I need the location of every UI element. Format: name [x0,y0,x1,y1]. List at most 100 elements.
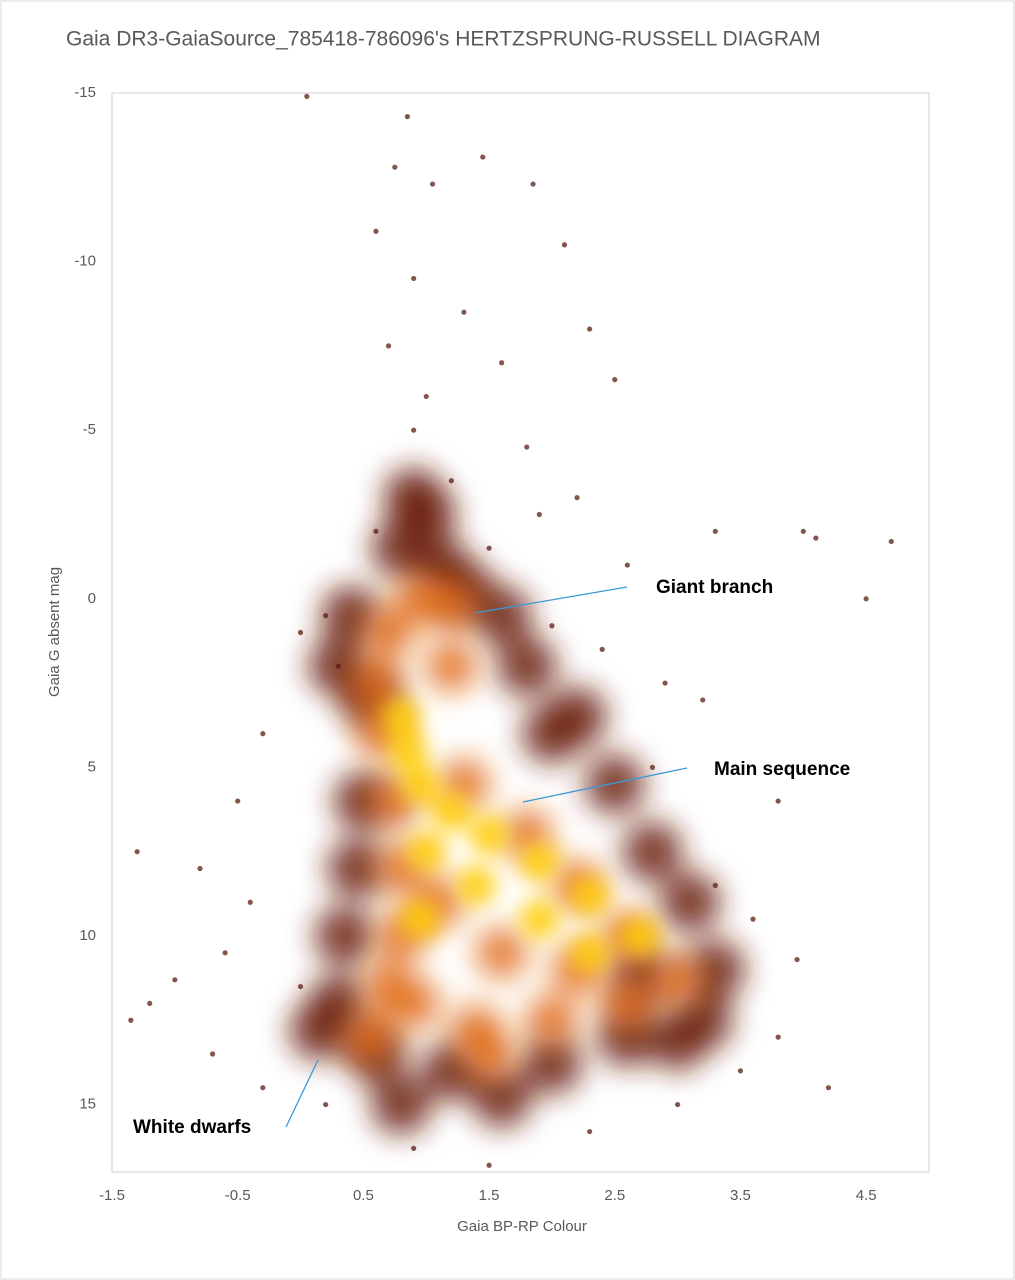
point [569,875,610,916]
point [825,1085,832,1091]
point [429,181,436,187]
point [172,977,178,983]
point [373,228,379,234]
point [750,916,756,922]
x-tick-label: 2.5 [604,1187,625,1204]
point [521,1034,582,1095]
x-tick-label: 4.5 [856,1187,877,1204]
y-tick-label: 15 [79,1096,96,1113]
point [561,242,568,248]
point [584,754,645,815]
point [813,535,819,541]
point [399,764,440,805]
point [471,1067,532,1128]
chart-title: Gaia DR3-GaiaSource_785418-786096's HERT… [66,28,820,51]
point [431,791,472,832]
point [128,1017,134,1023]
point [712,882,718,888]
point [425,579,478,632]
point [486,1162,492,1168]
point [222,950,228,956]
point [396,484,457,545]
annotation-pointer [474,586,628,614]
point [599,646,605,652]
point [335,663,341,669]
point [480,154,486,160]
point [700,697,706,703]
point [463,1027,516,1080]
point [289,1000,350,1061]
point [601,977,654,1030]
point [712,528,718,534]
point [499,360,505,366]
annotation-pointer [285,1059,319,1128]
point [423,393,429,400]
point [519,899,560,940]
point [587,1128,593,1135]
y-tick-label: 10 [79,927,96,944]
y-tick-label: 5 [88,758,96,775]
y-tick-label: 0 [88,590,96,607]
point [521,703,582,764]
point [297,629,304,636]
annotation: White dwarfs [133,1117,251,1138]
point [525,994,578,1047]
annotation: Giant branch [656,577,773,598]
point [260,731,266,737]
x-tick-label: 3.5 [730,1187,751,1204]
point [304,93,310,99]
point [197,865,203,872]
point [496,636,557,697]
point [612,377,618,383]
point [343,1011,396,1064]
point [406,831,447,872]
point [392,164,398,170]
point [327,838,388,899]
point [647,1010,708,1071]
point [411,1145,417,1151]
point [530,181,536,187]
point [297,983,304,990]
point [486,545,492,551]
y-axis-label: Gaia G absent mag [46,567,63,697]
point [349,657,402,710]
point [147,1000,153,1007]
point [411,427,417,433]
point [549,623,555,629]
point [888,538,894,545]
point [385,343,392,349]
point [247,899,253,905]
point [411,275,417,282]
point [775,798,781,804]
point [371,1074,432,1135]
point [475,926,528,979]
point [314,905,375,966]
point [662,680,668,686]
point [800,528,806,534]
point [362,960,415,1013]
point [448,478,454,484]
point [461,309,467,315]
point [469,814,510,855]
point [660,872,721,933]
y-tick-label: -5 [83,421,96,438]
x-tick-label: 1.5 [479,1187,500,1204]
point [651,953,704,1006]
point [675,1101,681,1108]
point [737,1068,744,1074]
point [209,1051,216,1057]
point [863,596,869,602]
point [622,821,683,882]
point [624,562,630,568]
point [323,613,329,619]
point [619,915,660,956]
y-tick-label: -10 [74,253,96,270]
series [128,93,894,1168]
point [260,1085,266,1091]
point [775,1034,781,1040]
point [569,932,610,973]
point [574,495,580,501]
point [524,444,530,450]
x-axis-label: Gaia BP-RP Colour [457,1218,587,1235]
